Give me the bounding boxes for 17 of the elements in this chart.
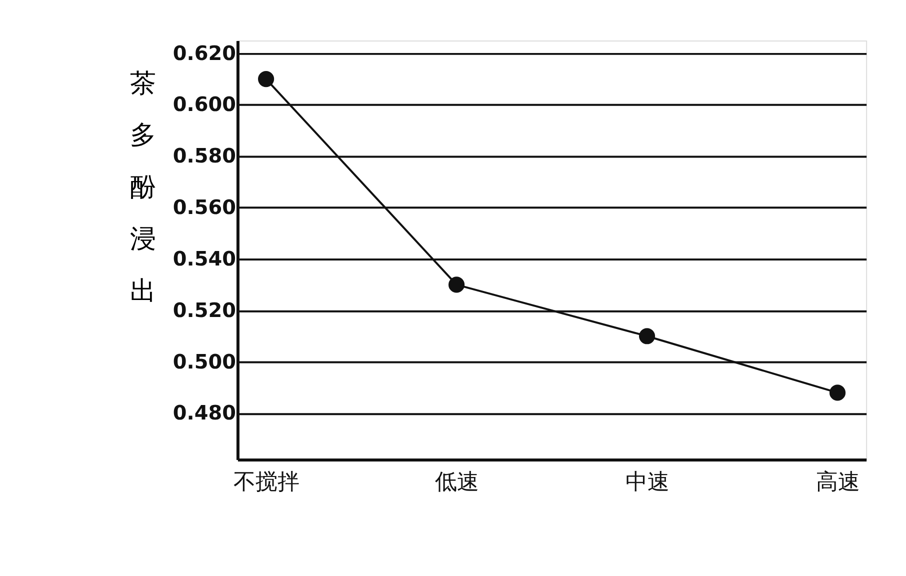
y-tick-label: 0.620 bbox=[172, 40, 236, 65]
y-tick-label: 0.480 bbox=[172, 400, 236, 425]
point bbox=[448, 276, 465, 293]
y-tick-label: 0.560 bbox=[172, 195, 236, 220]
x-tick-label: 高速 bbox=[816, 470, 860, 495]
y-tick-label: 0.520 bbox=[172, 298, 236, 322]
point bbox=[638, 328, 656, 344]
x-tick-label: 低速 bbox=[435, 470, 480, 495]
point bbox=[829, 384, 846, 401]
y-axis-title: 茶多酚浸出 bbox=[130, 68, 156, 306]
y-tick-label: 0.600 bbox=[172, 92, 236, 116]
point bbox=[258, 71, 274, 88]
x-tick-label: 中速 bbox=[626, 470, 670, 495]
x-tick-label: 不搅拌 bbox=[234, 470, 300, 495]
y-tick-label: 0.580 bbox=[172, 144, 236, 168]
y-tick-label: 0.500 bbox=[172, 349, 236, 374]
y-tick-label: 0.540 bbox=[172, 246, 236, 270]
